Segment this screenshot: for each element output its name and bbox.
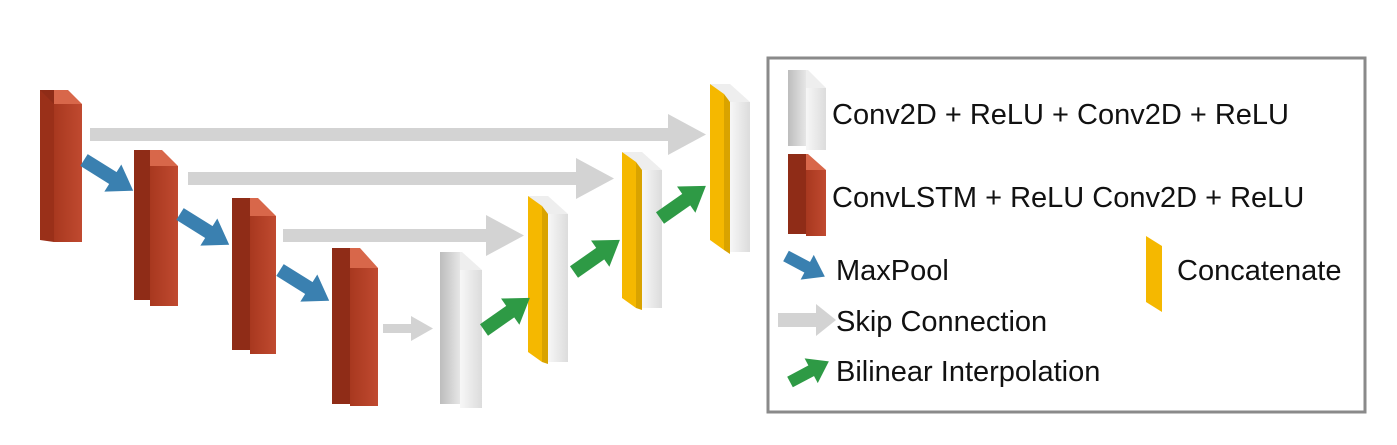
- legend-label-convlstm: ConvLSTM + ReLU Conv2D + ReLU: [832, 182, 1304, 214]
- maxpool-arrow-3: [276, 264, 330, 302]
- legend-maxpool-icon: [783, 250, 825, 280]
- skip-arrow-level-2: [188, 158, 614, 199]
- bilinear-arrow-2: [569, 239, 620, 278]
- bilinear-arrows: [479, 185, 706, 336]
- legend-label-concat: Concatenate: [1177, 255, 1341, 287]
- maxpool-arrow-1: [80, 154, 134, 192]
- legend-conv-icon: [788, 70, 826, 150]
- concat-conv-block-2: [622, 152, 662, 310]
- bilinear-arrow-1: [479, 297, 530, 336]
- skip-arrow-level-1: [90, 114, 706, 155]
- convlstm-block-4: [332, 248, 378, 406]
- bilinear-arrow-3: [655, 185, 706, 224]
- legend-bilinear-icon: [787, 358, 829, 388]
- legend-label-skip: Skip Connection: [836, 306, 1047, 338]
- skip-arrows: [90, 114, 706, 341]
- skip-arrow-level-3: [283, 215, 524, 256]
- legend-label-maxpool: MaxPool: [836, 255, 949, 287]
- legend-concat-icon: [1146, 236, 1162, 312]
- encoder-blocks: [40, 90, 378, 406]
- concat-conv-block-3: [528, 196, 568, 364]
- skip-arrow-bottleneck: [383, 316, 433, 341]
- legend-convlstm-icon: [788, 154, 826, 236]
- decoder-blocks: [440, 84, 750, 408]
- convlstm-block-1: [40, 90, 82, 242]
- convlstm-block-3: [232, 198, 276, 354]
- conv-block-bottleneck: [440, 252, 482, 408]
- maxpool-arrows: [80, 154, 330, 302]
- legend-label-conv: Conv2D + ReLU + Conv2D + ReLU: [832, 99, 1289, 131]
- legend-border: [766, 56, 1367, 414]
- legend: Conv2D + ReLU + Conv2D + ReLU ConvLSTM +…: [766, 56, 1367, 414]
- legend-label-bilinear: Bilinear Interpolation: [836, 356, 1100, 388]
- legend-skip-icon: [778, 304, 836, 336]
- convlstm-block-2: [134, 150, 178, 306]
- maxpool-arrow-2: [176, 208, 230, 246]
- concat-conv-block-1: [710, 84, 750, 254]
